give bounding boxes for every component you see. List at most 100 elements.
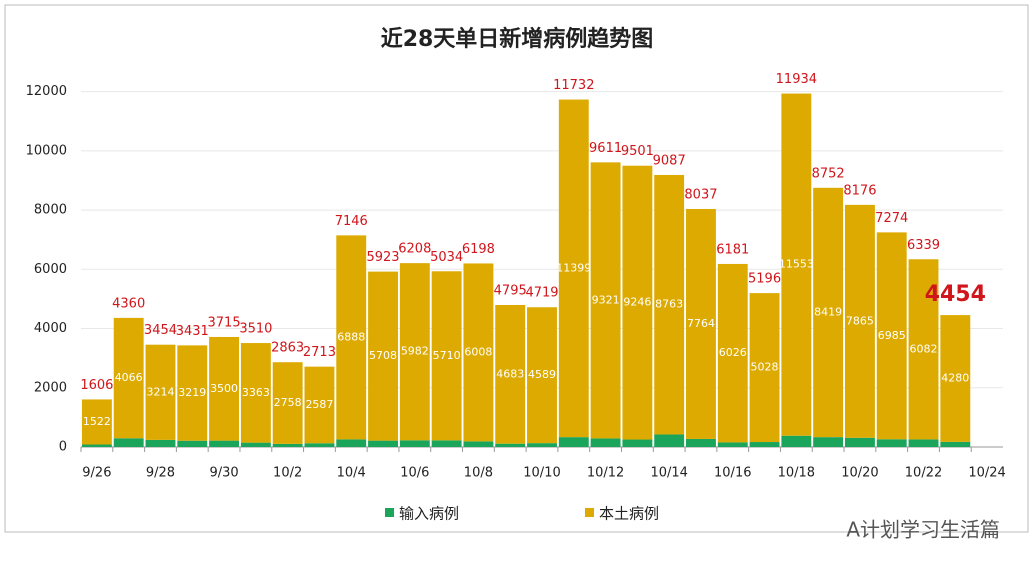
y-tick-label: 2000 <box>34 380 67 395</box>
bar-segment <box>81 399 112 445</box>
bar-segment <box>717 442 748 447</box>
total-label: 3510 <box>239 322 272 337</box>
segment-label: 4066 <box>115 371 143 384</box>
y-tick-label: 10000 <box>26 143 67 158</box>
legend-label: 本土病例 <box>599 505 659 523</box>
bar-segment <box>368 440 398 447</box>
total-label: 6198 <box>462 242 495 257</box>
bar-segment <box>558 437 589 447</box>
total-label: 9501 <box>621 144 654 159</box>
bar-segment <box>272 443 303 447</box>
segment-label: 3214 <box>146 385 174 398</box>
bar-segment <box>336 439 367 447</box>
y-tick-label: 6000 <box>34 262 67 277</box>
bar-segment <box>813 187 844 438</box>
total-label: 4719 <box>525 286 558 301</box>
bar-segment <box>304 366 335 444</box>
y-tick-label: 0 <box>59 440 67 455</box>
bar-segment <box>622 439 653 447</box>
segment-label: 6985 <box>878 329 906 342</box>
total-label: 6181 <box>716 242 749 257</box>
segment-label: 7764 <box>687 317 715 330</box>
segment-label: 3219 <box>178 386 206 399</box>
segment-label: 2587 <box>305 398 333 411</box>
bar-segment <box>399 263 430 441</box>
legend-swatch <box>585 508 594 517</box>
segment-label: 6008 <box>464 345 492 358</box>
x-tick-label: 9/28 <box>146 466 175 481</box>
bar-segment <box>940 315 971 442</box>
bar-segment <box>495 443 526 447</box>
legend-label: 输入病例 <box>399 505 459 523</box>
bar-segment <box>908 439 939 447</box>
bar-segment <box>463 263 494 442</box>
bar-segment <box>686 438 716 447</box>
segment-label: 5982 <box>401 345 429 358</box>
bar-segment <box>113 317 144 439</box>
bar-segment <box>336 235 367 440</box>
x-tick-label: 10/24 <box>968 466 1005 481</box>
bar-segment <box>781 435 812 447</box>
total-label: 6208 <box>398 242 431 257</box>
segment-label: 5028 <box>751 361 779 374</box>
bar-segment <box>844 437 875 447</box>
segment-label: 4280 <box>941 371 969 384</box>
segment-label: 6082 <box>910 342 938 355</box>
bar-segment <box>654 434 685 447</box>
bar-segment <box>177 440 208 447</box>
bar-segment <box>463 441 494 447</box>
total-label: 6339 <box>907 238 940 253</box>
segment-label: 9246 <box>623 296 651 309</box>
segment-label: 6026 <box>719 346 747 359</box>
total-label: 3431 <box>176 324 209 339</box>
total-label: 3454 <box>144 323 177 338</box>
total-label: 9087 <box>653 153 686 168</box>
x-tick-label: 9/30 <box>209 466 238 481</box>
x-tick-label: 10/18 <box>778 466 815 481</box>
total-label: 4795 <box>494 283 527 298</box>
total-label: 7146 <box>335 214 368 229</box>
segment-label: 5708 <box>369 349 397 362</box>
bar-segment <box>622 165 653 440</box>
bar-segment <box>209 440 240 447</box>
y-tick-label: 4000 <box>34 321 67 336</box>
bar-segment <box>908 259 939 440</box>
bar-segment <box>145 344 176 440</box>
bar-segment <box>272 362 303 444</box>
segment-label: 6888 <box>337 330 365 343</box>
segment-label: 8763 <box>655 298 683 311</box>
bar-segment <box>145 439 176 447</box>
x-tick-label: 10/22 <box>905 466 942 481</box>
segment-label: 4589 <box>528 368 556 381</box>
bar-segment <box>781 93 812 436</box>
bar-segment <box>654 174 685 435</box>
segment-label: 3500 <box>210 382 238 395</box>
bar-segment <box>717 263 748 443</box>
total-label: 2863 <box>271 341 304 356</box>
x-tick-label: 10/10 <box>523 466 560 481</box>
x-tick-label: 10/8 <box>464 466 493 481</box>
x-tick-label: 9/26 <box>82 466 111 481</box>
bar-segment <box>240 343 271 443</box>
total-label: 11732 <box>553 78 594 93</box>
x-tick-label: 10/6 <box>400 466 429 481</box>
segment-label: 11553 <box>779 258 814 271</box>
bar-segment <box>304 443 335 447</box>
total-label: 9611 <box>589 141 622 156</box>
y-tick-label: 8000 <box>34 203 67 218</box>
total-label: 3715 <box>208 315 241 330</box>
total-label: 8752 <box>812 166 845 181</box>
y-tick-label: 12000 <box>26 84 67 99</box>
bar-segment <box>813 437 844 447</box>
watermark: A计划学习生活篇 <box>846 518 1000 542</box>
bar-segment <box>240 442 271 447</box>
segment-label: 1522 <box>83 415 111 428</box>
bar-segment <box>558 99 589 438</box>
bar-segment <box>876 439 907 447</box>
x-tick-label: 10/16 <box>714 466 751 481</box>
bar-segment <box>527 443 557 447</box>
segment-label: 2758 <box>274 396 302 409</box>
bar-segment <box>527 307 557 444</box>
segment-label: 11399 <box>556 261 591 274</box>
